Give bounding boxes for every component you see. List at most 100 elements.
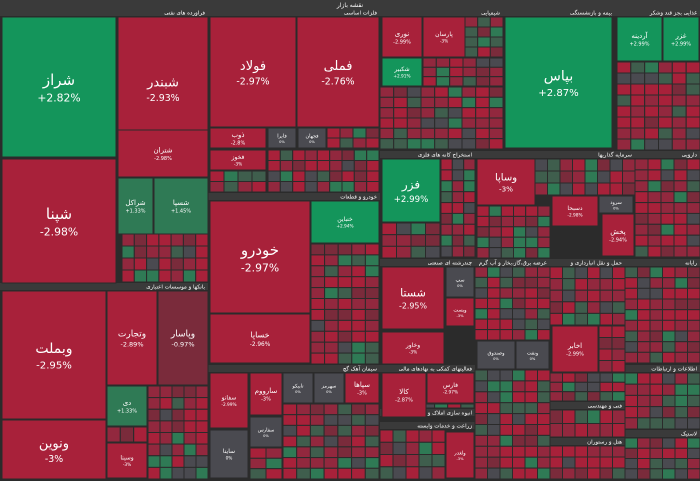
stock-tile[interactable] bbox=[512, 329, 526, 341]
stock-tile[interactable] bbox=[647, 191, 662, 204]
stock-tile[interactable] bbox=[310, 352, 326, 365]
stock-tile[interactable] bbox=[420, 96, 436, 109]
stock-tile[interactable] bbox=[624, 277, 638, 289]
stock-tile[interactable] bbox=[410, 245, 426, 259]
stock-tile[interactable] bbox=[487, 434, 501, 447]
stock-tile[interactable] bbox=[329, 181, 343, 193]
stock-tile[interactable] bbox=[171, 408, 185, 422]
stock-tile[interactable] bbox=[159, 443, 173, 457]
stock-tile[interactable] bbox=[687, 277, 700, 289]
stock-tile[interactable] bbox=[487, 266, 501, 278]
stock-cell[interactable]: وخاور-3% bbox=[381, 331, 445, 365]
stock-tile[interactable] bbox=[379, 454, 394, 468]
stock-tile[interactable] bbox=[324, 287, 339, 300]
stock-tile[interactable] bbox=[574, 467, 588, 480]
stock-tile[interactable] bbox=[685, 72, 700, 85]
stock-tile[interactable] bbox=[364, 414, 380, 426]
stock-tile[interactable] bbox=[461, 138, 477, 150]
stock-tile[interactable] bbox=[474, 456, 488, 469]
stock-cell-rect[interactable] bbox=[209, 372, 249, 429]
stock-tile[interactable] bbox=[673, 245, 688, 258]
stock-tile[interactable] bbox=[364, 276, 380, 289]
stock-tile[interactable] bbox=[499, 329, 513, 341]
stock-cell-rect[interactable] bbox=[209, 200, 311, 314]
stock-tile[interactable] bbox=[304, 170, 318, 182]
stock-tile[interactable] bbox=[524, 413, 538, 426]
stock-tile[interactable] bbox=[687, 383, 700, 396]
stock-tile[interactable] bbox=[630, 105, 646, 118]
stock-tile[interactable] bbox=[599, 266, 613, 280]
stock-tile[interactable] bbox=[364, 309, 380, 321]
stock-tile[interactable] bbox=[513, 247, 527, 259]
stock-tile[interactable] bbox=[660, 202, 675, 215]
stock-tile[interactable] bbox=[512, 380, 526, 393]
stock-tile[interactable] bbox=[475, 86, 490, 98]
stock-tile[interactable] bbox=[324, 265, 339, 278]
stock-tile[interactable] bbox=[147, 385, 161, 399]
stock-cell[interactable]: پخش -2.94% bbox=[601, 213, 635, 257]
stock-tile[interactable] bbox=[431, 441, 446, 456]
stock-tile[interactable] bbox=[434, 403, 449, 409]
stock-tile[interactable] bbox=[499, 318, 513, 331]
stock-tile[interactable] bbox=[673, 212, 688, 225]
stock-tile[interactable] bbox=[584, 182, 598, 196]
stock-tile[interactable] bbox=[158, 245, 172, 259]
stock-tile[interactable] bbox=[572, 170, 586, 184]
stock-cell[interactable]: دسبحا-2.98% bbox=[551, 195, 599, 227]
stock-tile[interactable] bbox=[537, 424, 551, 436]
stock-cell-rect[interactable] bbox=[209, 149, 267, 171]
stock-tile[interactable] bbox=[649, 468, 663, 480]
stock-tile[interactable] bbox=[171, 397, 185, 410]
stock-tile[interactable] bbox=[279, 149, 294, 161]
stock-tile[interactable] bbox=[674, 309, 688, 321]
stock-tile[interactable] bbox=[562, 456, 576, 469]
stock-tile[interactable] bbox=[282, 446, 298, 459]
stock-tile[interactable] bbox=[687, 351, 700, 364]
stock-tile[interactable] bbox=[393, 107, 408, 119]
stock-tile[interactable] bbox=[671, 72, 687, 85]
stock-tile[interactable] bbox=[649, 319, 663, 332]
stock-tile[interactable] bbox=[310, 243, 326, 256]
stock-tile[interactable] bbox=[624, 468, 638, 480]
stock-tile[interactable] bbox=[353, 160, 368, 172]
stock-tile[interactable] bbox=[499, 445, 513, 458]
stock-tile[interactable] bbox=[337, 403, 353, 416]
stock-tile[interactable] bbox=[158, 233, 172, 247]
stock-cell-rect[interactable] bbox=[282, 372, 314, 404]
stock-tile[interactable] bbox=[323, 457, 339, 469]
stock-tile[interactable] bbox=[500, 205, 514, 217]
stock-cell[interactable]: شپنا-2.98% bbox=[1, 158, 117, 284]
stock-tile[interactable] bbox=[440, 245, 453, 258]
stock-tile[interactable] bbox=[499, 287, 513, 299]
stock-cell[interactable]: پارسان-3% bbox=[422, 16, 466, 58]
stock-tile[interactable] bbox=[673, 234, 688, 247]
stock-tile[interactable] bbox=[687, 458, 700, 470]
stock-tile[interactable] bbox=[647, 158, 662, 171]
stock-tile[interactable] bbox=[686, 180, 700, 193]
stock-tile[interactable] bbox=[662, 277, 676, 289]
stock-tile[interactable] bbox=[304, 149, 318, 161]
stock-tile[interactable] bbox=[574, 423, 588, 438]
stock-tile[interactable] bbox=[310, 298, 326, 310]
stock-tile[interactable] bbox=[537, 287, 551, 299]
stock-tile[interactable] bbox=[512, 413, 526, 426]
stock-tile[interactable] bbox=[106, 426, 121, 443]
stock-tile[interactable] bbox=[624, 330, 638, 343]
stock-tile[interactable] bbox=[612, 391, 626, 402]
stock-cell[interactable]: فارس-2.97% bbox=[426, 372, 475, 404]
stock-tile[interactable] bbox=[662, 309, 676, 321]
stock-tile[interactable] bbox=[351, 298, 366, 310]
stock-tile[interactable] bbox=[323, 446, 339, 459]
stock-tile[interactable] bbox=[687, 298, 700, 311]
stock-tile[interactable] bbox=[425, 245, 441, 259]
stock-tile[interactable] bbox=[537, 226, 551, 238]
stock-tile[interactable] bbox=[251, 181, 267, 193]
stock-tile[interactable] bbox=[352, 137, 367, 149]
stock-tile[interactable] bbox=[637, 341, 651, 353]
stock-tile[interactable] bbox=[351, 435, 366, 448]
stock-tile[interactable] bbox=[351, 457, 366, 469]
stock-tile[interactable] bbox=[609, 158, 623, 172]
stock-tile[interactable] bbox=[658, 94, 673, 107]
stock-tile[interactable] bbox=[364, 243, 380, 256]
